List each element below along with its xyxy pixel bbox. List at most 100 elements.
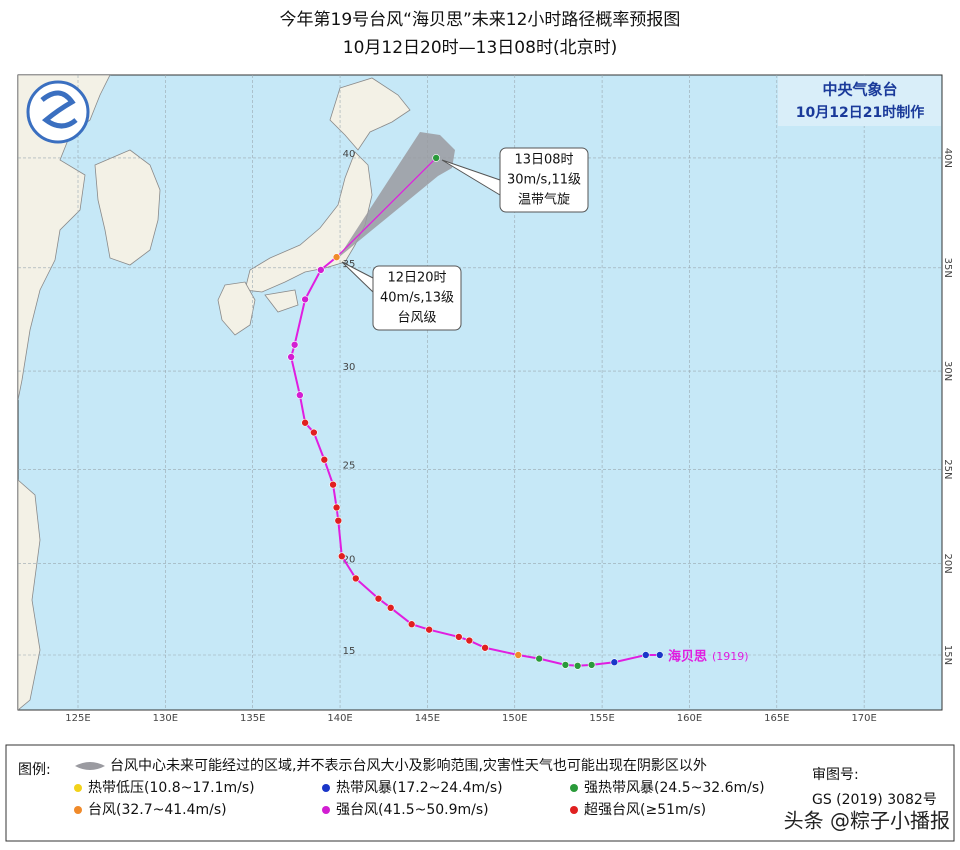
track-point [432,154,440,162]
agency-issued: 10月12日21时制作 [796,104,924,121]
track-point [310,428,318,437]
lat-label: 40 [343,149,356,160]
track-point [610,658,619,667]
land [18,75,411,710]
lat-edge-label: 40N [942,148,953,168]
track-point [320,455,329,464]
track-point [641,651,650,659]
track-point [351,574,360,583]
callout-pointer [341,261,374,293]
track-point [573,662,582,670]
legend-swatch [570,784,578,792]
china-coast [18,75,111,401]
legend-label: 台风(32.7~41.4m/s) [88,802,227,818]
lon-label: 135E [240,713,265,724]
lat-edge-label: 15N [942,645,953,665]
callout-class: 台风级 [397,311,436,326]
lat-edge-label: 35N [942,258,953,278]
track-point [290,340,299,349]
lon-label: 140E [327,713,352,724]
track-point [407,620,416,629]
track-point [535,654,544,663]
legend-label: 强台风(41.5~50.9m/s) [336,802,489,818]
lat-label: 20 [343,555,356,566]
logo [26,80,90,144]
track-point [301,295,309,304]
legend-swatch [322,806,330,814]
callout-time: 12日20时 [387,271,446,286]
map-frame [17,74,943,711]
subtitle: 10月12日20时—13日08时(北京时) [343,38,617,58]
track-point [337,552,346,561]
legend-swatch [322,784,330,792]
track-point [465,636,474,645]
review-number: GS (2019) 3082号 [812,792,937,808]
agency-name: 中央气象台 [822,81,897,99]
lon-label: 155E [589,713,614,724]
track-point [425,625,433,634]
track-point [561,661,570,669]
lat-label: 35 [343,259,356,270]
track-point [386,604,395,612]
shikoku [264,289,299,313]
lat-edge-label: 25N [942,459,953,479]
track-point [374,594,383,603]
track-point [329,480,337,489]
review-label: 审图号: [812,767,859,783]
lon-label: 165E [764,713,789,724]
forecast-track [336,157,437,258]
philippines [18,479,41,710]
callout-time: 13日08时 [514,153,573,168]
callout-class: 温带气旋 [518,192,570,208]
legend-swatch [74,806,82,814]
graticule: 125E 130E 135E 140E 145E 150E 155E 160E 165E 170E… [18,75,953,724]
track [287,154,664,670]
legend-label: 热带低压(10.8~17.1m/s) [88,780,255,796]
korea [94,149,161,266]
callout-forecast: 13日08时 30m/s,11级 温带气旋 [441,147,589,213]
lat-edge-label: 30N [942,361,953,381]
agency-box [778,76,941,126]
legend-box [5,744,955,842]
watermark: 头条 @粽子小播报 [784,809,950,833]
legend-swatch [74,784,82,792]
legend-label: 超强台风(≥51m/s) [584,802,706,818]
track-point [301,418,309,427]
legend-cone: 台风中心未来可能经过的区域,并不表示台风大小及影响范围,灾害性天气也可能出现在阴… [110,757,707,774]
lat-label: 25 [343,460,356,471]
lon-label: 130E [153,713,178,724]
legend-swatch [570,806,578,814]
callout-current: 12日20时 40m/s,13级 台风级 [341,261,462,331]
lon-label: 150E [502,713,527,724]
track-point [587,661,596,669]
legend-label: 强热带风暴(24.5~32.6m/s) [584,780,765,796]
title: 今年第19号台风“海贝思”未来12小时路径概率预报图 [280,10,681,30]
legend-items: 热带低压(10.8~17.1m/s) 热带风暴(17.2~24.4m/s) 强热带风… [74,780,765,818]
track-point [334,516,343,525]
lon-label: 170E [851,713,876,724]
lon-label: 145E [415,713,440,724]
hokkaido [329,77,411,151]
track-point [655,651,664,659]
legend-label: 热带风暴(17.2~24.4m/s) [336,780,503,796]
legend-cone-swatch [75,762,105,770]
callout-box [372,265,462,331]
track-point [514,651,523,659]
legend-title: 图例: [18,762,51,778]
track-point [317,266,325,274]
callout-intensity: 40m/s,13级 [380,291,454,306]
lat-label: 30 [343,362,356,373]
track-point [455,633,463,641]
track-point [481,643,489,652]
callout-box [499,147,589,213]
storm-number: (1919) [712,650,749,663]
lat-label: 15 [343,646,356,657]
track-point [296,391,304,399]
logo-mark [40,90,78,129]
callout-pointer [441,159,501,196]
track-point [332,503,341,512]
lat-edge-label: 20N [942,554,953,574]
lon-label: 125E [65,713,90,724]
